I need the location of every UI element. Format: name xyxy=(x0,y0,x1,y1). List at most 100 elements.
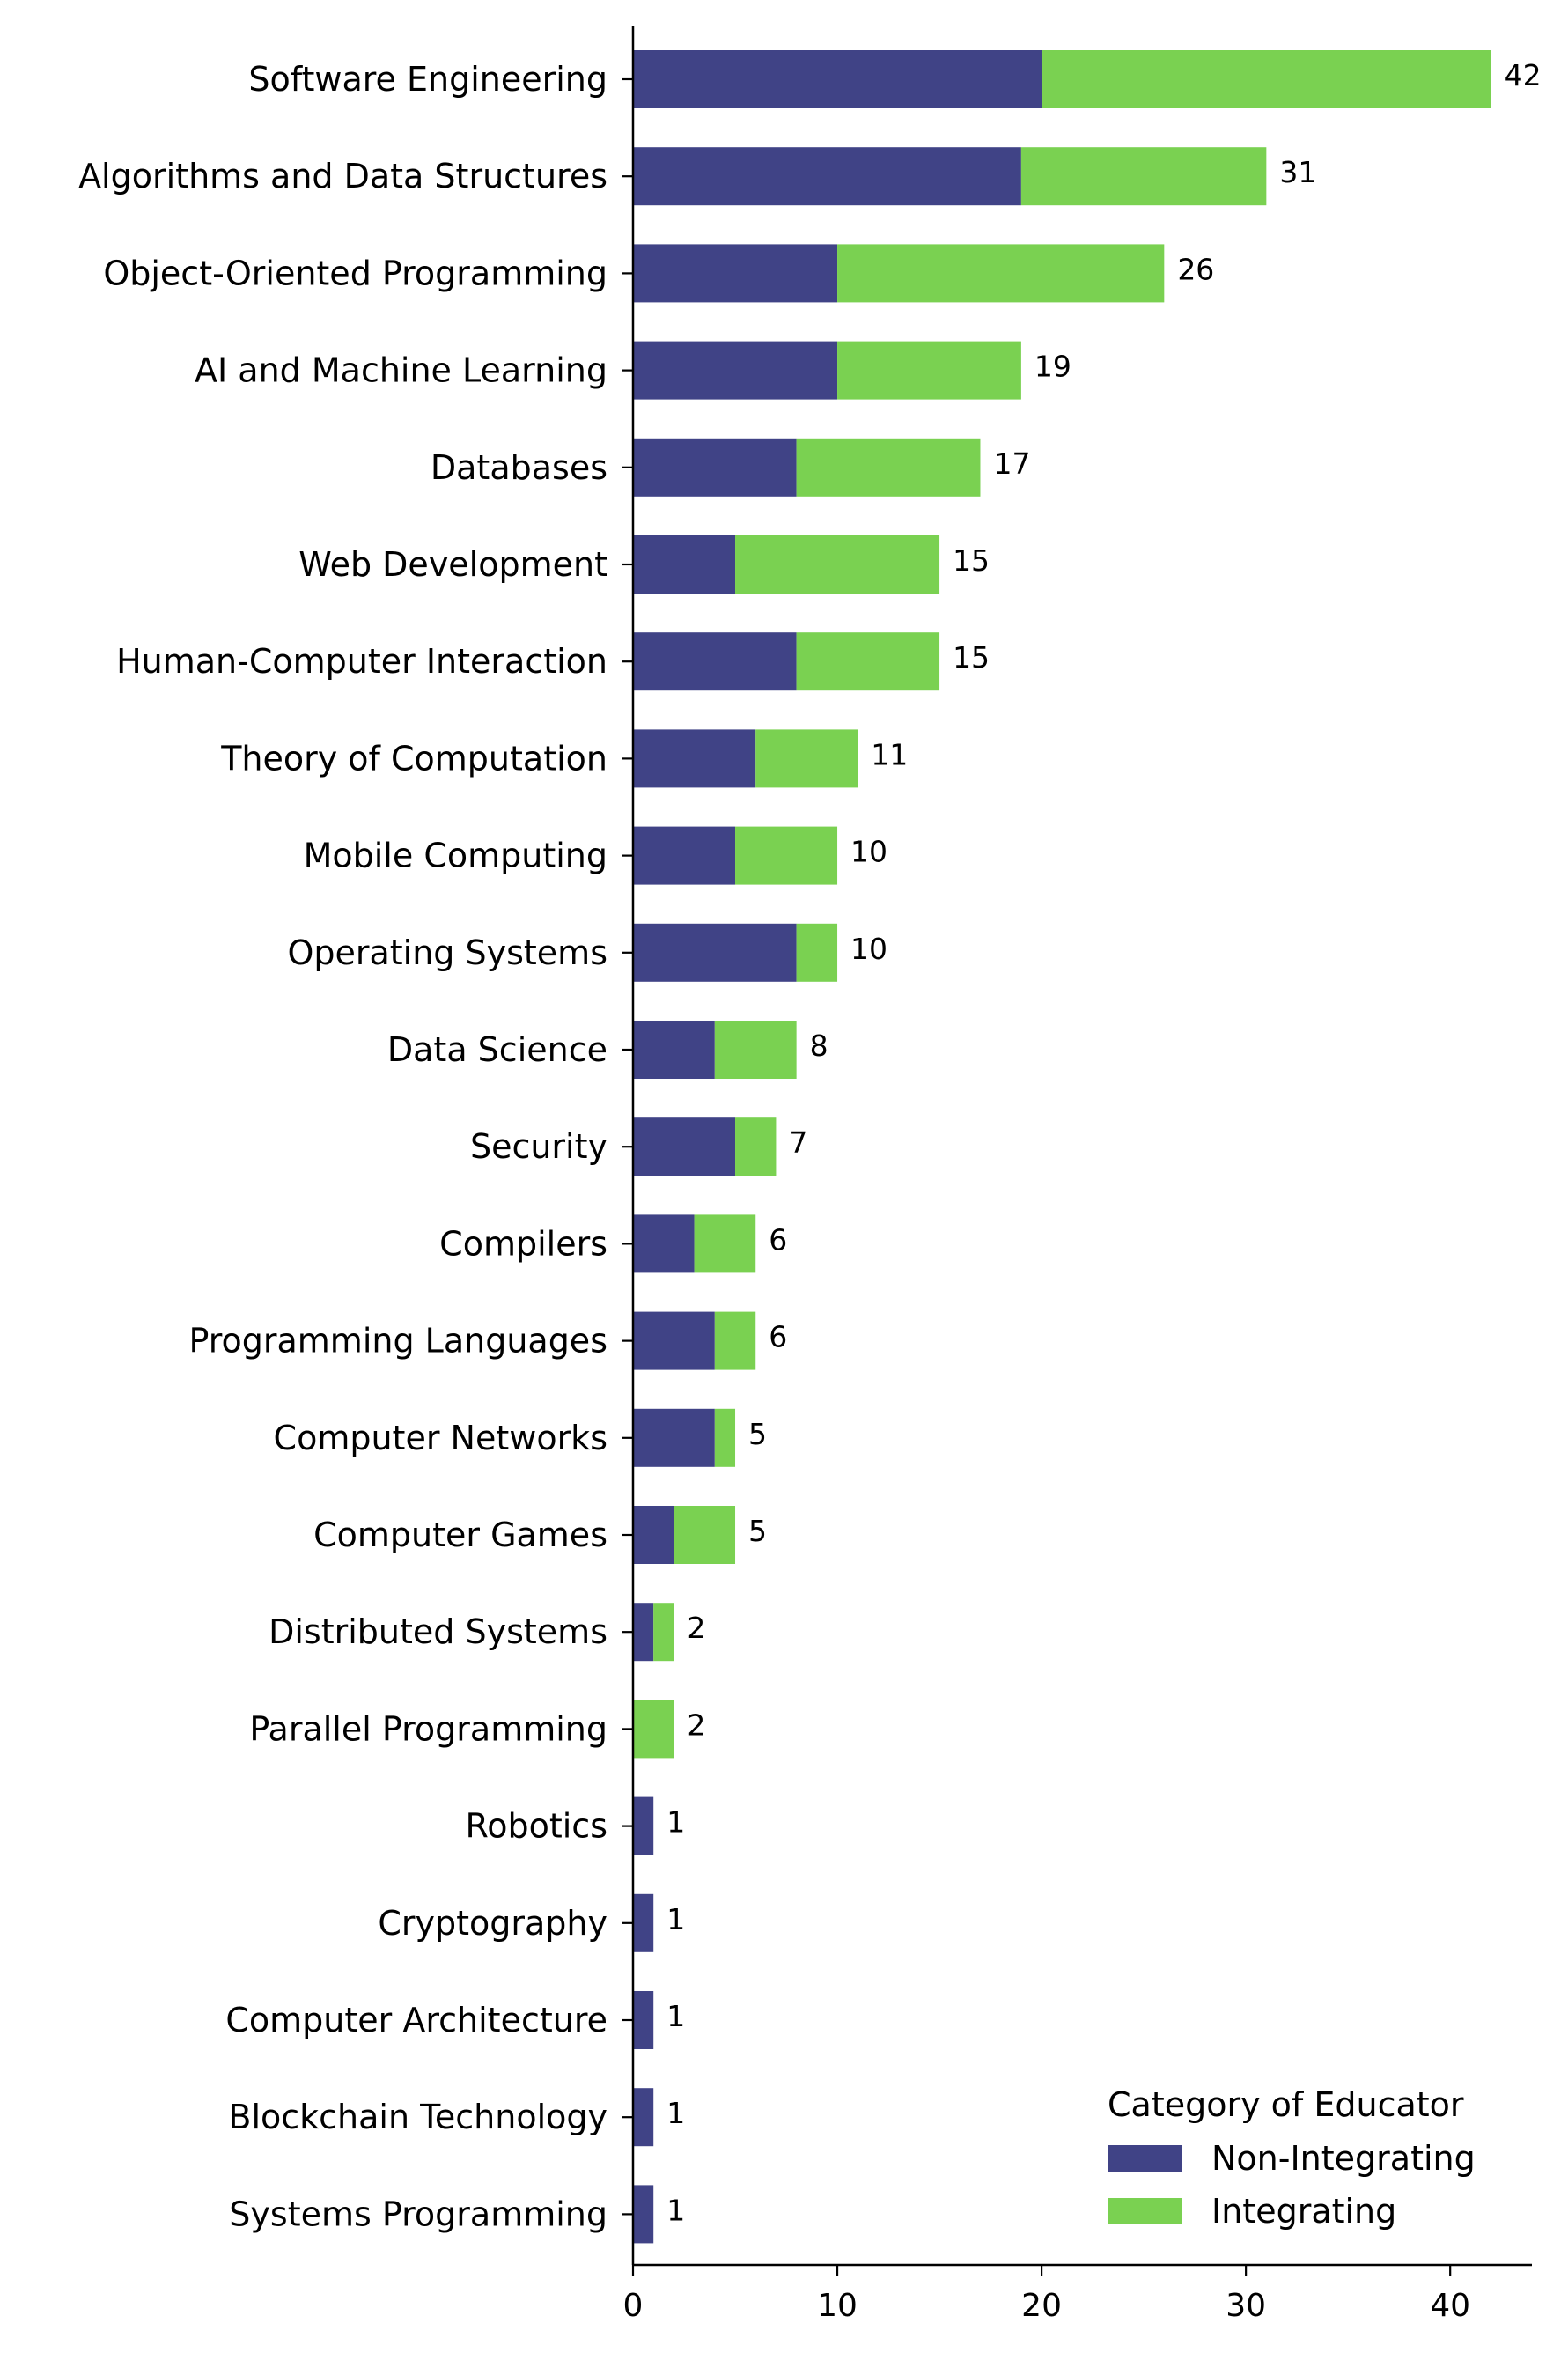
bar-software-engineering-non-integrating xyxy=(633,50,1042,108)
legend-swatch-integrating xyxy=(1108,2198,1182,2224)
bar-programming-languages-non-integrating xyxy=(633,1311,715,1370)
bar-databases-integrating xyxy=(796,438,981,497)
total-label-theory-of-computation: 11 xyxy=(871,737,908,771)
category-label-computer-games: Computer Games xyxy=(313,1516,607,1554)
category-label-software-engineering: Software Engineering xyxy=(248,60,607,99)
total-label-databases: 17 xyxy=(993,446,1030,481)
bar-theory-of-computation-non-integrating xyxy=(633,729,756,788)
total-label-object-oriented-programming: 26 xyxy=(1177,252,1214,286)
bar-blockchain-technology-non-integrating xyxy=(633,2088,654,2147)
category-label-systems-programming: Systems Programming xyxy=(229,2194,607,2233)
legend-label-non-integrating: Non-Integrating xyxy=(1211,2139,1476,2178)
bar-ai-and-machine-learning-integrating xyxy=(837,341,1021,400)
bar-algorithms-and-data-structures-non-integrating xyxy=(633,147,1021,206)
bar-distributed-systems-non-integrating xyxy=(633,1603,654,1662)
total-label-compilers: 6 xyxy=(769,1222,787,1257)
total-label-computer-networks: 5 xyxy=(748,1417,767,1451)
category-label-ai-and-machine-learning: AI and Machine Learning xyxy=(195,351,607,390)
bar-human-computer-interaction-integrating xyxy=(796,632,940,691)
legend: Category of Educator Non-Integrating Integ… xyxy=(1108,2085,1476,2231)
total-label-software-engineering: 42 xyxy=(1505,58,1542,92)
bar-mobile-computing-integrating xyxy=(735,826,838,885)
total-label-programming-languages: 6 xyxy=(769,1320,787,1354)
category-label-programming-languages: Programming Languages xyxy=(188,1322,607,1361)
total-label-web-development: 15 xyxy=(953,543,990,578)
total-label-ai-and-machine-learning: 19 xyxy=(1034,350,1071,384)
bar-robotics-non-integrating xyxy=(633,1796,654,1855)
category-label-data-science: Data Science xyxy=(387,1030,607,1069)
total-label-computer-architecture: 1 xyxy=(666,1999,685,2033)
total-label-parallel-programming: 2 xyxy=(687,1708,705,1742)
category-label-cryptography: Cryptography xyxy=(378,1904,607,1943)
category-label-compilers: Compilers xyxy=(439,1224,607,1263)
total-label-distributed-systems: 2 xyxy=(687,1611,705,1645)
bar-programming-languages-integrating xyxy=(714,1311,756,1370)
x-tick-label: 30 xyxy=(1226,2288,1266,2324)
bar-web-development-non-integrating xyxy=(633,535,736,594)
category-label-human-computer-interaction: Human-Computer Interaction xyxy=(116,642,607,681)
legend-title: Category of Educator xyxy=(1108,2085,1464,2124)
bar-web-development-integrating xyxy=(735,535,940,594)
bar-security-integrating xyxy=(735,1117,777,1176)
total-label-algorithms-and-data-structures: 31 xyxy=(1279,155,1316,189)
category-label-security: Security xyxy=(470,1127,607,1166)
x-tick-label: 10 xyxy=(817,2288,858,2324)
bar-data-science-non-integrating xyxy=(633,1021,715,1079)
bar-computer-architecture-non-integrating xyxy=(633,1991,654,2049)
bar-computer-games-non-integrating xyxy=(633,1506,674,1564)
bar-operating-systems-non-integrating xyxy=(633,923,797,982)
bar-operating-systems-integrating xyxy=(796,923,838,982)
bar-ai-and-machine-learning-non-integrating xyxy=(633,341,838,400)
x-tick-label: 40 xyxy=(1430,2288,1470,2324)
x-tick-label: 20 xyxy=(1021,2288,1062,2324)
total-label-computer-games: 5 xyxy=(748,1514,767,1548)
total-label-mobile-computing: 10 xyxy=(850,835,887,869)
category-label-distributed-systems: Distributed Systems xyxy=(269,1612,607,1651)
total-label-cryptography: 1 xyxy=(666,1902,685,1936)
bar-object-oriented-programming-non-integrating xyxy=(633,244,838,303)
bars-layer xyxy=(633,50,1491,2244)
bar-security-non-integrating xyxy=(633,1117,736,1176)
bar-software-engineering-integrating xyxy=(1042,50,1491,108)
bar-systems-programming-non-integrating xyxy=(633,2185,654,2244)
total-label-blockchain-technology: 1 xyxy=(666,2096,685,2130)
bar-data-science-integrating xyxy=(714,1021,797,1079)
category-label-operating-systems: Operating Systems xyxy=(287,933,607,972)
category-label-web-development: Web Development xyxy=(298,545,607,584)
bar-compilers-integrating xyxy=(694,1214,756,1273)
bar-databases-non-integrating xyxy=(633,438,797,497)
legend-swatch-non-integrating xyxy=(1108,2145,1182,2172)
category-label-theory-of-computation: Theory of Computation xyxy=(220,739,607,778)
bar-algorithms-and-data-structures-integrating xyxy=(1020,147,1267,206)
bar-compilers-non-integrating xyxy=(633,1214,695,1273)
category-label-parallel-programming: Parallel Programming xyxy=(249,1709,607,1748)
axes-layer: 0 10 20 30 40 xyxy=(622,26,1532,2324)
bar-distributed-systems-integrating xyxy=(653,1603,674,1662)
bar-computer-networks-integrating xyxy=(714,1408,736,1467)
labels-layer: Software Engineering 42 Algorithms and Dat… xyxy=(78,58,1542,2233)
x-tick-label: 0 xyxy=(623,2288,644,2324)
category-label-computer-architecture: Computer Architecture xyxy=(225,2001,607,2040)
total-label-operating-systems: 10 xyxy=(850,932,887,966)
category-label-object-oriented-programming: Object-Oriented Programming xyxy=(103,254,607,292)
category-label-computer-networks: Computer Networks xyxy=(274,1419,607,1457)
bar-computer-networks-non-integrating xyxy=(633,1408,715,1467)
bar-human-computer-interaction-non-integrating xyxy=(633,632,797,691)
bar-theory-of-computation-integrating xyxy=(755,729,858,788)
total-label-robotics: 1 xyxy=(666,1805,685,1840)
legend-label-integrating: Integrating xyxy=(1211,2192,1396,2231)
category-label-databases: Databases xyxy=(431,448,607,487)
category-label-algorithms-and-data-structures: Algorithms and Data Structures xyxy=(78,157,607,195)
total-label-systems-programming: 1 xyxy=(666,2193,685,2227)
category-label-blockchain-technology: Blockchain Technology xyxy=(228,2098,607,2136)
category-label-mobile-computing: Mobile Computing xyxy=(304,837,607,875)
category-label-robotics: Robotics xyxy=(466,1807,607,1846)
total-label-human-computer-interaction: 15 xyxy=(953,640,990,675)
bar-object-oriented-programming-integrating xyxy=(837,244,1165,303)
bar-computer-games-integrating xyxy=(674,1506,736,1564)
total-label-data-science: 8 xyxy=(810,1029,828,1063)
total-label-security: 7 xyxy=(789,1125,807,1160)
bar-mobile-computing-non-integrating xyxy=(633,826,736,885)
